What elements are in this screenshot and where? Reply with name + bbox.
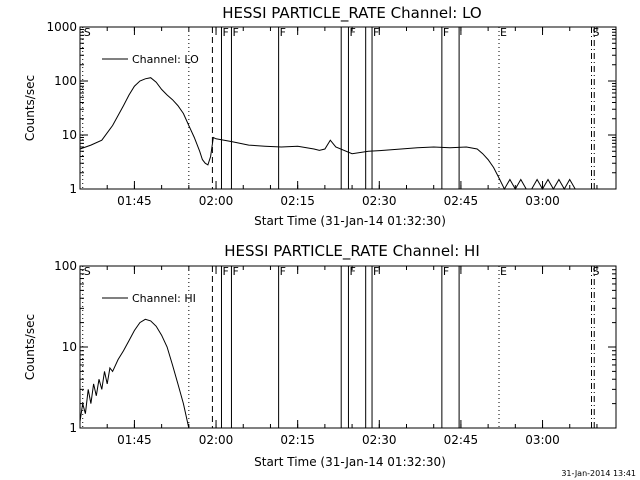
marker-label-9: F [373,265,379,278]
x-axis-label-lo: Start Time (31-Jan-14 01:32:30) [254,214,446,228]
x-tick-label: 02:45 [444,433,479,447]
x-tick-label: 02:00 [199,433,234,447]
x-tick-label: 02:30 [362,194,397,208]
x-tick-label: 02:30 [362,433,397,447]
series-line-hi [79,318,190,429]
marker-label-3: F [222,265,228,278]
marker-label-9: F [373,26,379,39]
legend-label-lo: Channel: LO [132,53,199,66]
marker-label-0: S [84,265,91,278]
marker-label-13: S [593,265,600,278]
marker-label-12: E [500,265,507,278]
marker-label-0: S [84,26,91,39]
y-axis-label-hi: Counts/sec [23,314,37,380]
y-tick-label: 100 [54,74,77,88]
series-line-lo [79,77,576,191]
y-tick-label: 1 [69,182,77,196]
title-hi: HESSI PARTICLE_RATE Channel: HI [224,242,480,261]
legend-hi: Channel: HI [102,292,196,305]
x-tick-label: 03:00 [525,433,560,447]
y-tick-label: 10 [62,340,77,354]
marker-label-4: F [232,26,238,39]
y-tick-label: 10 [62,128,77,142]
marker-label-4: F [232,265,238,278]
ticks-lo: 01:45 02:00 02:15 02:30 02:45 03:00 1 10 100 1000 [46,20,616,208]
x-tick-label: 02:45 [444,194,479,208]
marker-label-13: S [593,26,600,39]
legend-label-hi: Channel: HI [132,292,196,305]
x-tick-label: 02:00 [199,194,234,208]
x-tick-label: 02:15 [280,433,315,447]
marker-label-3: F [222,26,228,39]
y-tick-label: 1 [69,421,77,435]
x-tick-label: 01:45 [117,433,152,447]
ticks-hi: 01:45 02:00 02:15 02:30 02:45 03:00 1 10 100 [54,259,616,447]
marker-label-5: F [280,26,286,39]
x-tick-label: 03:00 [525,194,560,208]
marker-label-10: F [443,265,449,278]
y-tick-label: 1000 [46,20,77,34]
timestamp: 31-Jan-2014 13:41 [561,469,636,478]
marker-label-7: F [349,26,355,39]
marker-label-7: F [349,265,355,278]
x-tick-label: 01:45 [117,194,152,208]
legend-lo: Channel: LO [102,53,199,66]
title-lo: HESSI PARTICLE_RATE Channel: LO [222,4,481,23]
marker-label-12: E [500,26,507,39]
y-axis-label-lo: Counts/sec [23,75,37,141]
x-tick-label: 02:15 [280,194,315,208]
marker-label-10: F [443,26,449,39]
x-axis-label-hi: Start Time (31-Jan-14 01:32:30) [254,455,446,469]
marker-label-5: F [280,265,286,278]
y-tick-label: 100 [54,259,77,273]
